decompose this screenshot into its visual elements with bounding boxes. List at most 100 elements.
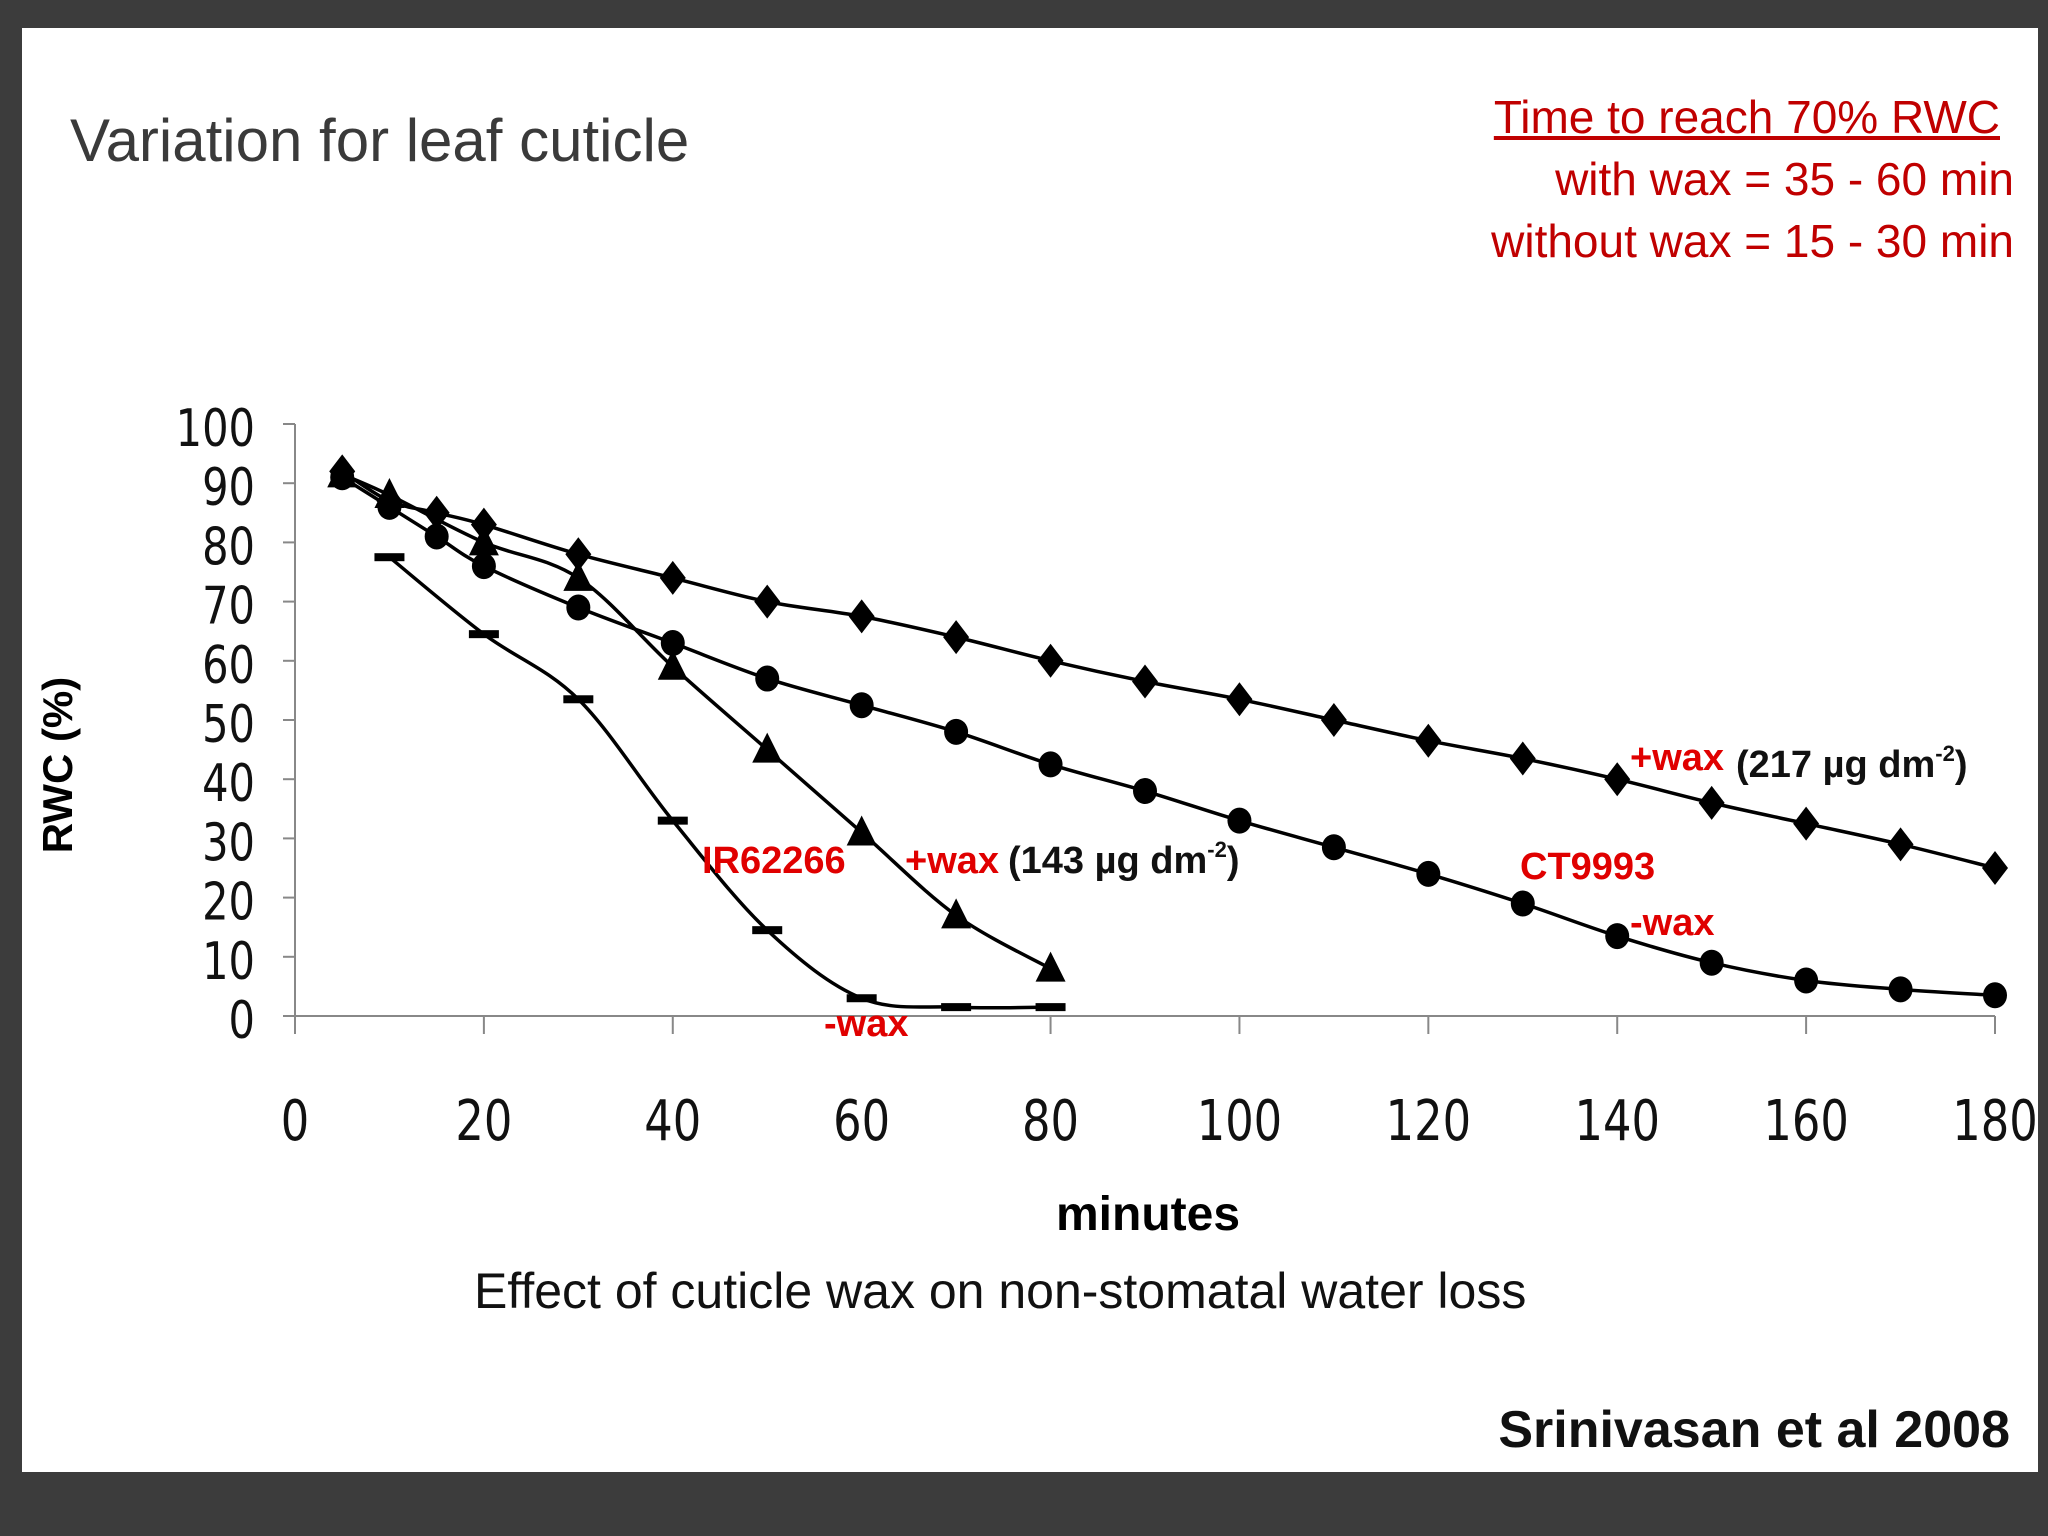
data-point-circle — [1510, 890, 1535, 917]
data-point-dash — [657, 816, 688, 825]
x-tick-label: 180 — [1952, 1088, 2038, 1153]
y-tick-label: 60 — [202, 635, 255, 696]
data-point-dash — [563, 695, 594, 704]
y-tick-label: 50 — [202, 695, 255, 756]
note-heading: Time to reach 70% RWC — [1493, 91, 2000, 143]
data-point-dash — [941, 1003, 972, 1012]
data-point-triangle — [846, 815, 877, 846]
x-tick-label: 0 — [281, 1088, 310, 1153]
data-point-dash — [1035, 1003, 1066, 1012]
data-point-diamond — [943, 620, 970, 655]
y-tick-label: 70 — [202, 576, 255, 637]
data-point-diamond — [423, 495, 450, 530]
data-point-diamond — [1793, 806, 1820, 841]
slide: Variation for leaf cuticle Time to reach… — [22, 28, 2038, 1472]
data-point-diamond — [1509, 741, 1536, 776]
label-ir62266: IR62266 — [702, 840, 846, 882]
x-tick-label: 60 — [833, 1088, 890, 1153]
data-point-diamond — [659, 560, 686, 595]
series-triangle-line — [341, 472, 1052, 971]
figure-caption: Effect of cuticle wax on non-stomatal wa… — [474, 1263, 1527, 1319]
data-point-triangle — [1035, 951, 1066, 982]
note-without-wax: without wax = 15 - 30 min — [1491, 215, 2014, 267]
source-citation: Srinivasan et al 2008 — [1498, 1401, 2010, 1459]
label-ct-wax-amount: (217 µg dm-2) — [1736, 741, 1968, 786]
label-ir-minus-wax: -wax — [824, 1003, 908, 1045]
data-point-diamond — [754, 584, 781, 619]
y-tick-label: 80 — [202, 517, 255, 578]
data-point-circle — [944, 718, 969, 745]
data-point-triangle — [752, 732, 783, 763]
label-ct-plus-wax: +wax — [1630, 737, 1724, 779]
data-point-circle — [1321, 834, 1346, 861]
series-diamond-line — [341, 469, 1996, 870]
y-tick-label: 90 — [202, 458, 255, 519]
x-tick-label: 20 — [455, 1088, 512, 1153]
data-point-circle — [1038, 751, 1063, 778]
data-point-diamond — [1415, 723, 1442, 758]
data-point-diamond — [1982, 851, 2008, 885]
data-point-diamond — [1698, 785, 1725, 820]
data-point-diamond — [1037, 643, 1064, 678]
data-point-circle — [1227, 807, 1252, 834]
data-point-circle — [849, 692, 874, 719]
data-point-circle — [471, 553, 496, 580]
y-tick-label: 100 — [176, 399, 255, 460]
data-point-triangle — [941, 898, 972, 929]
data-point-diamond — [1320, 703, 1347, 737]
y-tick-label: 30 — [202, 813, 255, 874]
note-with-wax: with wax = 35 - 60 min — [1555, 153, 2014, 205]
y-tick-label: 40 — [202, 754, 255, 815]
label-ir-plus-wax: +wax — [905, 840, 999, 882]
data-point-diamond — [848, 599, 875, 634]
data-point-dash — [468, 630, 499, 639]
data-point-triangle — [374, 478, 405, 509]
rwc-note: Time to reach 70% RWC with wax = 35 - 60… — [1491, 86, 2014, 272]
data-point-diamond — [565, 537, 592, 572]
series-lines — [341, 469, 1996, 1010]
x-tick-label: 80 — [1022, 1088, 1079, 1153]
data-point-circle — [755, 665, 780, 692]
data-point-triangle — [327, 457, 358, 488]
x-axis-label: minutes — [1056, 1188, 1240, 1241]
data-point-diamond — [1887, 827, 1914, 862]
data-point-circle — [424, 523, 449, 550]
data-point-dash — [374, 553, 405, 562]
label-ct-minus-wax: -wax — [1630, 902, 1714, 944]
x-tick-label: 140 — [1574, 1088, 1660, 1153]
data-point-triangle — [468, 525, 499, 556]
data-point-circle — [1888, 976, 1913, 1003]
y-tick-label: 10 — [202, 931, 255, 992]
data-point-circle — [1983, 982, 2007, 1009]
data-point-triangle — [563, 560, 594, 591]
data-point-circle — [1133, 778, 1157, 805]
x-tick-label: 100 — [1197, 1088, 1283, 1153]
data-point-circle — [1605, 923, 1630, 950]
label-ir-wax-amount: (143 µg dm-2) — [1008, 837, 1240, 882]
data-point-circle — [660, 630, 685, 657]
data-point-circle — [566, 594, 591, 621]
series-dash-line — [388, 555, 1051, 1010]
x-tick-label: 120 — [1386, 1088, 1472, 1153]
data-point-dash — [846, 994, 877, 1003]
data-point-circle — [1416, 860, 1441, 887]
data-point-diamond — [1604, 762, 1631, 797]
slide-title: Variation for leaf cuticle — [70, 107, 690, 174]
y-tick-label: 20 — [202, 872, 255, 933]
y-axis-label: RWC (%) — [34, 677, 81, 854]
data-point-diamond — [470, 507, 497, 542]
x-tick-label: 160 — [1763, 1088, 1849, 1153]
data-point-circle — [1699, 949, 1724, 976]
y-tick-label: 0 — [229, 991, 255, 1052]
series-markers — [327, 454, 2008, 1012]
data-point-dash — [752, 926, 783, 935]
data-point-diamond — [1226, 682, 1253, 717]
label-ct9993: CT9993 — [1520, 846, 1655, 888]
data-point-triangle — [657, 649, 688, 680]
data-point-circle — [1794, 967, 1819, 994]
chart-annotations: IR62266 +wax (143 µg dm-2) -wax CT9993 +… — [702, 737, 1968, 1045]
data-point-diamond — [1132, 664, 1158, 699]
x-tick-label: 40 — [644, 1088, 701, 1153]
